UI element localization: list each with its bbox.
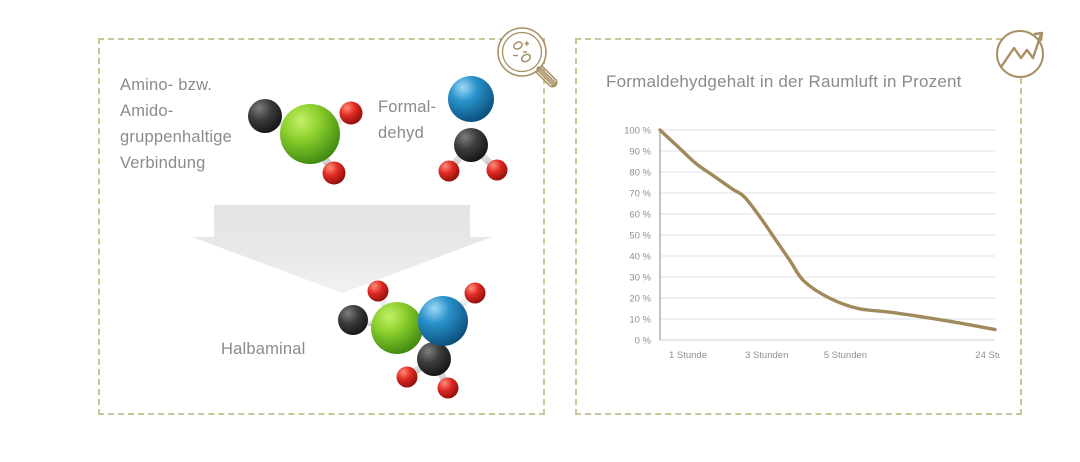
reactant-label-line-3: gruppenhaltige xyxy=(120,128,232,146)
amino-compound-molecule xyxy=(238,84,368,194)
chart-x-tick-label: 3 Stunden xyxy=(745,350,788,361)
product-label: Halbaminal xyxy=(221,340,306,358)
formaldehyde-label-line-1: Formal- xyxy=(378,98,437,116)
formaldehyde-molecule xyxy=(430,68,530,192)
chart-title: Formaldehydgehalt in der Raumluft in Pro… xyxy=(606,72,962,91)
chart-y-tick-label: 0 % xyxy=(635,335,652,346)
reactant-label: Amino- bzw. Amido- gruppenhaltige Verbin… xyxy=(120,72,290,176)
chart-x-axis-labels: 1 Stunde 3 Stunden 5 Stunden 24 Stunden xyxy=(669,350,1000,361)
chart-y-tick-label: 40 % xyxy=(629,251,651,262)
magnifier-molecules-icon xyxy=(492,22,564,94)
formaldehyde-label-line-2: dehyd xyxy=(378,124,424,142)
line-chart: 100 % 90 % 80 % 70 % 60 % 50 % 40 % 30 % 20 % 10 … xyxy=(600,118,1000,378)
halbaminal-molecule xyxy=(327,276,507,406)
chart-gridlines xyxy=(660,129,995,341)
chart-y-tick-label: 10 % xyxy=(629,314,651,325)
trend-line-circle-icon xyxy=(988,22,1060,94)
reactant-label-line-1: Amino- bzw. xyxy=(120,76,213,94)
chart-y-tick-label: 20 % xyxy=(629,293,651,304)
chart-y-tick-label: 50 % xyxy=(629,230,651,241)
chart-x-tick-label: 1 Stunde xyxy=(669,350,707,361)
reactant-label-line-2: Amido- xyxy=(120,102,174,120)
chart-panel xyxy=(575,38,1022,415)
chart-y-tick-label: 100 % xyxy=(624,125,651,136)
chart-y-axis-labels: 100 % 90 % 80 % 70 % 60 % 50 % 40 % 30 % 20 % 10 … xyxy=(624,125,651,346)
formaldehyde-label: Formal- dehyd xyxy=(378,94,436,146)
reaction-down-arrow xyxy=(192,203,492,293)
chart-y-tick-label: 90 % xyxy=(629,146,651,157)
chart-y-tick-label: 70 % xyxy=(629,188,651,199)
chart-x-tick-label: 5 Stunden xyxy=(824,350,867,361)
chart-y-tick-label: 80 % xyxy=(629,167,651,178)
chart-y-tick-label: 30 % xyxy=(629,272,651,283)
reaction-panel xyxy=(98,38,545,415)
chart-x-tick-label: 24 Stunden xyxy=(975,350,1000,361)
reactant-label-line-4: Verbindung xyxy=(120,154,206,172)
chart-data-line xyxy=(658,128,997,332)
chart-y-tick-label: 60 % xyxy=(629,209,651,220)
